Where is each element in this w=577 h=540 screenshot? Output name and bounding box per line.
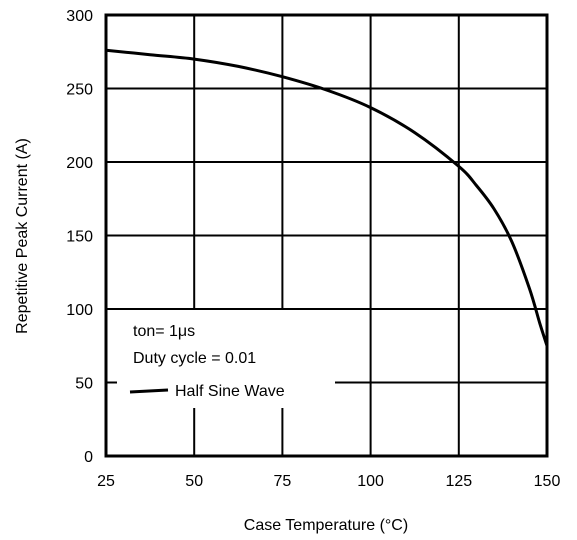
series-line bbox=[105, 48, 549, 347]
x-tick-labels: 25 50 75 100 125 150 bbox=[97, 473, 560, 490]
y-tick-label: 100 bbox=[66, 302, 93, 319]
annotation-duty-cycle: Duty cycle = 0.01 bbox=[133, 350, 256, 367]
y-tick-label: 250 bbox=[66, 82, 93, 99]
y-tick-label: 0 bbox=[84, 449, 93, 466]
y-axis-label: Repetitive Peak Current (A) bbox=[14, 138, 31, 334]
legend-line-sample bbox=[129, 388, 169, 394]
x-tick-label: 125 bbox=[445, 473, 472, 490]
y-tick-label: 300 bbox=[66, 8, 93, 25]
x-tick-label: 25 bbox=[97, 473, 115, 490]
x-tick-label: 75 bbox=[274, 473, 292, 490]
plot-frame bbox=[104, 13, 549, 458]
series-group bbox=[105, 48, 549, 347]
legend: ton= 1μs Duty cycle = 0.01 Half Sine Wav… bbox=[117, 310, 335, 408]
legend-series-label: Half Sine Wave bbox=[175, 383, 285, 400]
y-tick-labels: 0 50 100 150 200 250 300 bbox=[66, 8, 93, 466]
x-axis-label: Case Temperature (°C) bbox=[244, 517, 408, 534]
y-tick-label: 50 bbox=[75, 376, 93, 393]
annotation-ton: ton= 1μs bbox=[133, 323, 195, 340]
y-tick-label: 200 bbox=[66, 155, 93, 172]
x-tick-label: 150 bbox=[534, 473, 561, 490]
y-tick-label: 150 bbox=[66, 229, 93, 246]
x-tick-label: 50 bbox=[185, 473, 203, 490]
x-tick-label: 100 bbox=[357, 473, 384, 490]
